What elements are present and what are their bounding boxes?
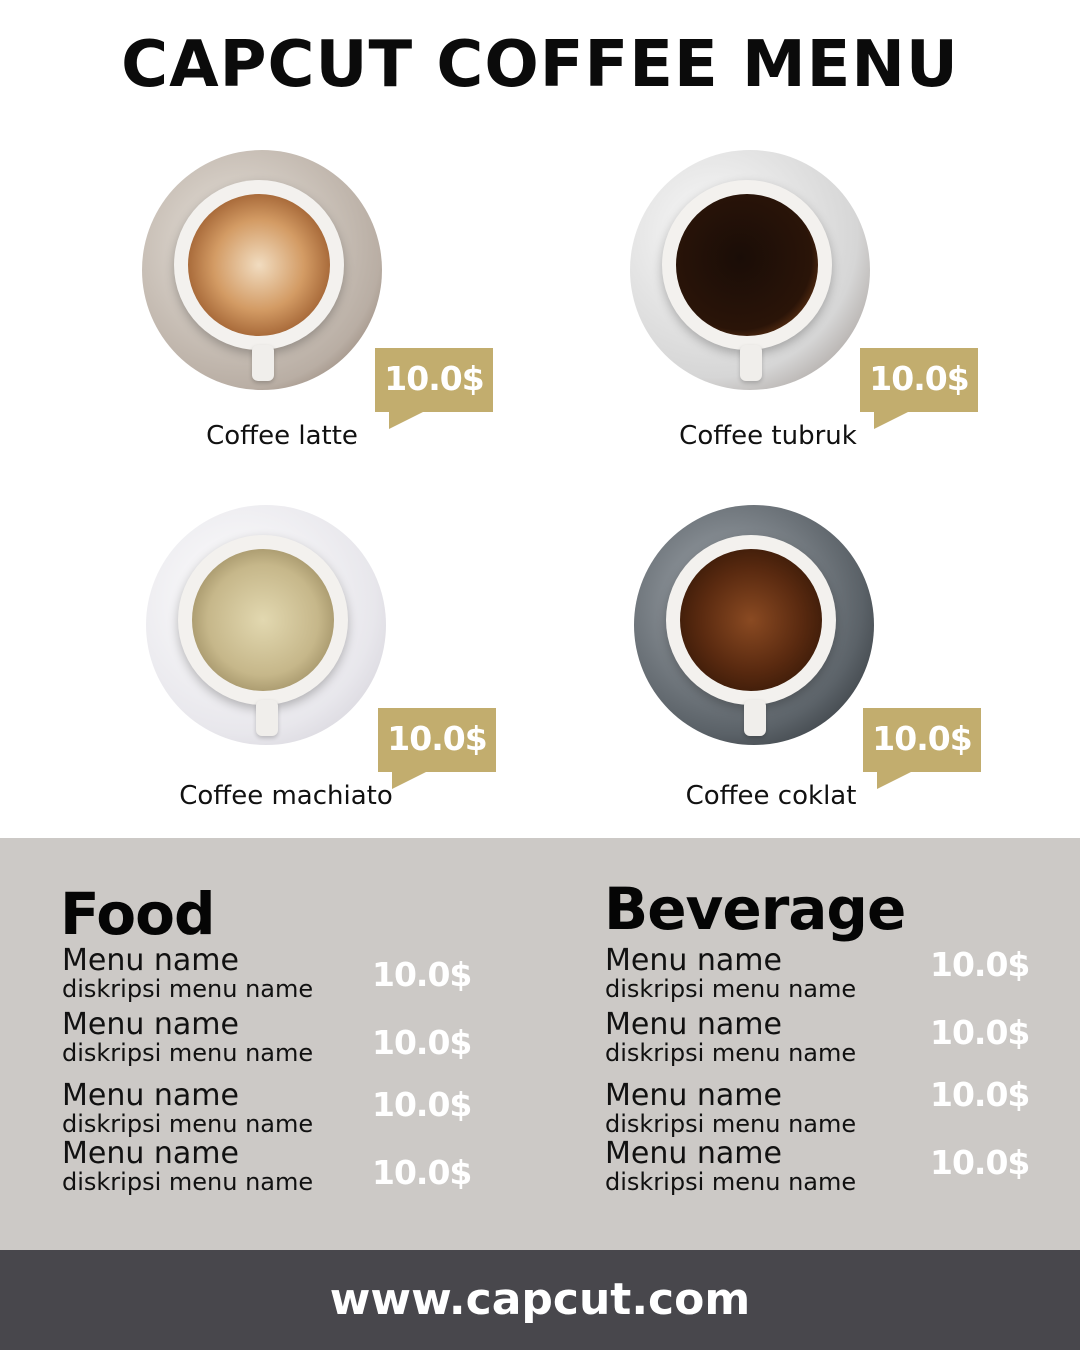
- food-item-name: Menu name: [62, 1136, 239, 1171]
- food-item-price: 10.0$: [372, 1023, 472, 1062]
- price-tag: 10.0$: [375, 348, 493, 429]
- coffee-name: Coffee latte: [206, 421, 358, 451]
- beverage-item-desc: diskripsi menu name: [605, 1110, 857, 1138]
- food-item-desc: diskripsi menu name: [62, 975, 314, 1003]
- food-item-name: Menu name: [62, 1078, 239, 1113]
- beverage-item-name: Menu name: [605, 1007, 782, 1042]
- food-item-name: Menu name: [62, 1007, 239, 1042]
- beverage-item-price: 10.0$: [930, 1013, 1030, 1052]
- beverage-item-desc: diskripsi menu name: [605, 1039, 857, 1067]
- beverage-item-desc: diskripsi menu name: [605, 975, 857, 1003]
- coffee-latte-image: [142, 150, 382, 390]
- price-tag: 10.0$: [863, 708, 981, 789]
- beverage-item-name: Menu name: [605, 943, 782, 978]
- coffee-machiato-image: [146, 505, 386, 745]
- food-item-name: Menu name: [62, 943, 239, 978]
- footer-url: www.capcut.com: [0, 1250, 1080, 1350]
- food-item-price: 10.0$: [372, 1153, 472, 1192]
- beverage-item-price: 10.0$: [930, 945, 1030, 984]
- food-item-desc: diskripsi menu name: [62, 1168, 314, 1196]
- beverage-item-name: Menu name: [605, 1136, 782, 1171]
- food-item-desc: diskripsi menu name: [62, 1110, 314, 1138]
- coffee-name: Coffee machiato: [179, 781, 393, 811]
- food-item-desc: diskripsi menu name: [62, 1039, 314, 1067]
- price-tag: 10.0$: [860, 348, 978, 429]
- page-title: CAPCUT COFFEE MENU: [121, 28, 959, 102]
- coffee-name: Coffee coklat: [685, 781, 857, 811]
- food-item-price: 10.0$: [372, 1085, 472, 1124]
- menu-list-section: [0, 838, 1080, 1250]
- food-item-price: 10.0$: [372, 955, 472, 994]
- beverage-item-name: Menu name: [605, 1078, 782, 1113]
- coffee-name: Coffee tubruk: [679, 421, 857, 451]
- beverage-item-desc: diskripsi menu name: [605, 1168, 857, 1196]
- beverage-item-price: 10.0$: [930, 1143, 1030, 1182]
- coffee-coklat-image: [634, 505, 874, 745]
- food-title: Food: [60, 880, 215, 948]
- coffee-tubruk-image: [630, 150, 870, 390]
- price-tag: 10.0$: [378, 708, 496, 789]
- beverage-title: Beverage: [604, 875, 906, 943]
- beverage-item-price: 10.0$: [930, 1075, 1030, 1114]
